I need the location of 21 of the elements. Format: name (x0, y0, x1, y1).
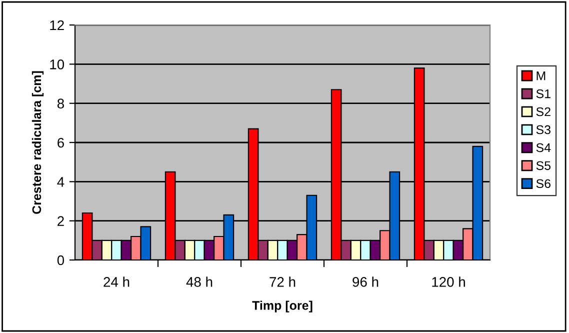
y-axis-title: Crestere radiculara [cm] (32, 71, 44, 214)
legend-label: S5 (536, 161, 551, 170)
y-tick-label: 8 (57, 98, 64, 109)
x-tick-label: 120 h (432, 276, 465, 287)
x-tick-label: 96 h (352, 276, 378, 287)
y-tick-label: 0 (57, 255, 64, 266)
y-tick-label: 6 (58, 138, 64, 148)
y-tick-label: 4 (57, 177, 64, 187)
legend-label: S1 (536, 89, 550, 98)
legend-label: S2 (536, 107, 550, 116)
x-tick-label: 48 h (186, 276, 212, 287)
y-tick-label: 12 (50, 20, 64, 30)
legend-label: S3 (536, 125, 550, 134)
y-tick-label: 10 (50, 60, 64, 70)
y-tick-label: 2 (58, 216, 64, 226)
x-tick-label: 72 h (270, 276, 296, 287)
x-tick-label: 24 h (104, 276, 130, 287)
legend-label: S4 (536, 143, 551, 152)
legend-label: M (536, 72, 546, 80)
legend-label: S6 (536, 179, 550, 188)
x-axis-title: Timp [ore] (252, 300, 312, 312)
